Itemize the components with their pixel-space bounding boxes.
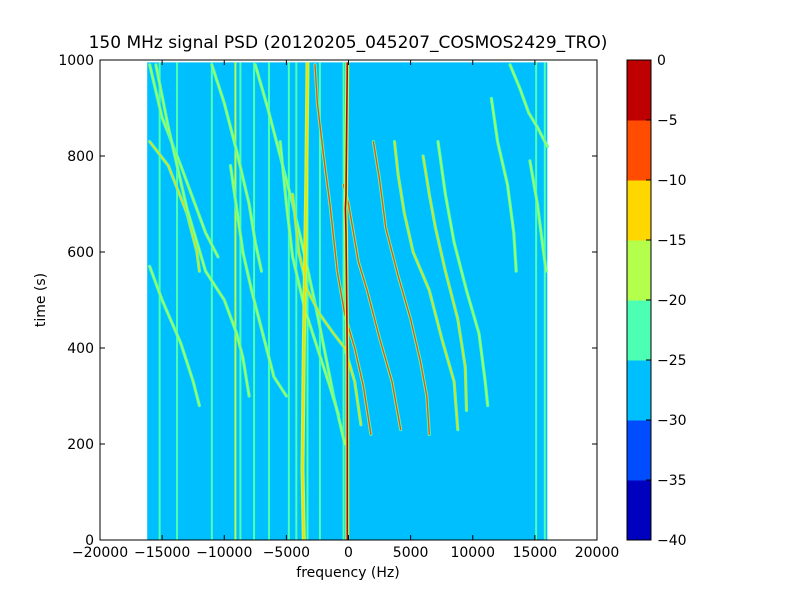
colorbar-segment <box>627 120 651 181</box>
colorbar-tick-label: −20 <box>657 293 687 309</box>
colorbar-segment <box>627 360 651 421</box>
near-carrier-line <box>301 62 309 540</box>
colorbar-tick-label: 0 <box>657 53 666 69</box>
colorbar-segment <box>627 240 651 301</box>
colorbar-segment <box>627 180 651 241</box>
doppler-track <box>314 64 372 436</box>
colorbar-segment <box>627 60 651 121</box>
plot-content <box>147 62 549 540</box>
y-tick-label: 400 <box>67 341 94 357</box>
colorbar: −40 −35 −30 −25 −20 −15 −10 −5 0 <box>626 53 687 549</box>
doppler-track <box>211 64 263 272</box>
doppler-track <box>490 97 517 272</box>
doppler-track <box>155 64 250 397</box>
x-tick-label: 10000 <box>450 545 495 561</box>
doppler-track <box>291 193 362 426</box>
chart-title: 150 MHz signal PSD (20120205_045207_COSM… <box>89 33 608 53</box>
colorbar-tick-label: −5 <box>657 113 678 129</box>
doppler-track <box>393 140 459 431</box>
doppler-track <box>229 164 288 397</box>
colorbar-segment <box>627 300 651 361</box>
colorbar-tick-label: −10 <box>657 173 687 189</box>
y-tick-label: 1000 <box>58 53 94 69</box>
doppler-track <box>529 160 547 272</box>
y-tick-label: 0 <box>85 533 94 549</box>
y-tick-label: 600 <box>67 245 94 261</box>
x-tick-label: 20000 <box>575 545 620 561</box>
x-tick-label: −5000 <box>263 545 310 561</box>
colorbar-tick-label: −30 <box>657 413 687 429</box>
doppler-track <box>149 64 219 258</box>
x-tick-label: −15000 <box>134 545 190 561</box>
doppler-track <box>342 184 402 431</box>
x-tick-label: 5000 <box>393 545 429 561</box>
x-tick-label: 15000 <box>513 545 558 561</box>
x-tick-label: 0 <box>344 545 353 561</box>
x-tick-label: −10000 <box>196 545 252 561</box>
doppler-track <box>372 140 430 436</box>
y-axis: 0 200 400 600 800 1000 <box>58 53 597 549</box>
colorbar-tick-label: −15 <box>657 233 687 249</box>
colorbar-segment <box>627 480 651 541</box>
doppler-track <box>509 64 548 148</box>
doppler-track <box>437 140 489 407</box>
y-tick-label: 200 <box>67 437 94 453</box>
colorbar-tick-label: −40 <box>657 533 687 549</box>
doppler-track <box>149 265 201 407</box>
y-tick-label: 800 <box>67 149 94 165</box>
colorbar-tick-label: −35 <box>657 473 687 489</box>
y-axis-label: time (s) <box>33 273 49 327</box>
colorbar-tick-label: −25 <box>657 353 687 369</box>
doppler-track <box>422 155 468 412</box>
colorbar-segment <box>627 420 651 481</box>
carrier-line <box>344 62 349 540</box>
x-axis-label: frequency (Hz) <box>296 565 399 581</box>
x-axis: −20000 −15000 −10000 −5000 0 5000 10000 15000 20… <box>72 60 619 561</box>
doppler-track <box>254 64 346 445</box>
x-tick-label: −20000 <box>72 545 128 561</box>
